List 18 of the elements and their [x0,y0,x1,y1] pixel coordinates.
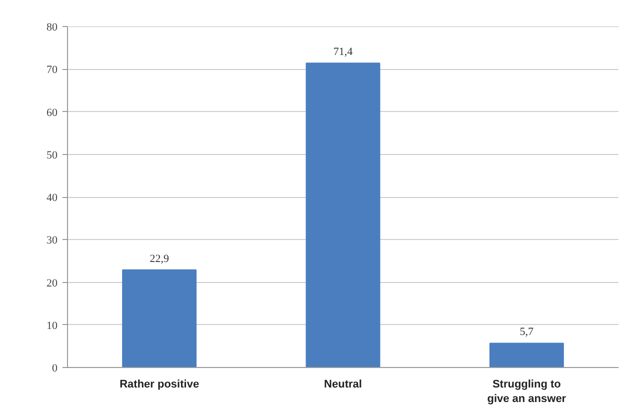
y-tick-label: 60 [46,106,58,119]
y-tick-label: 30 [46,234,58,247]
data-label: 71,4 [333,46,354,58]
y-tick-label: 20 [46,277,58,290]
x-tick-label: Struggling to give an answer [487,378,567,405]
y-tick-label: 70 [46,64,58,76]
bar [489,342,564,368]
data-label: 22,9 [150,252,170,265]
y-tick-label: 0 [52,362,58,374]
y-tick-label: 50 [46,149,58,162]
x-tick-label: Rather positive [120,378,200,390]
x-tick-label: Neutral [324,378,362,390]
y-tick-label: 40 [46,192,58,204]
y-tick-label: 10 [46,320,58,332]
bar [306,62,380,368]
y-tick-label: 80 [46,22,58,34]
data-label: 5,7 [520,326,534,338]
bar [122,269,197,368]
